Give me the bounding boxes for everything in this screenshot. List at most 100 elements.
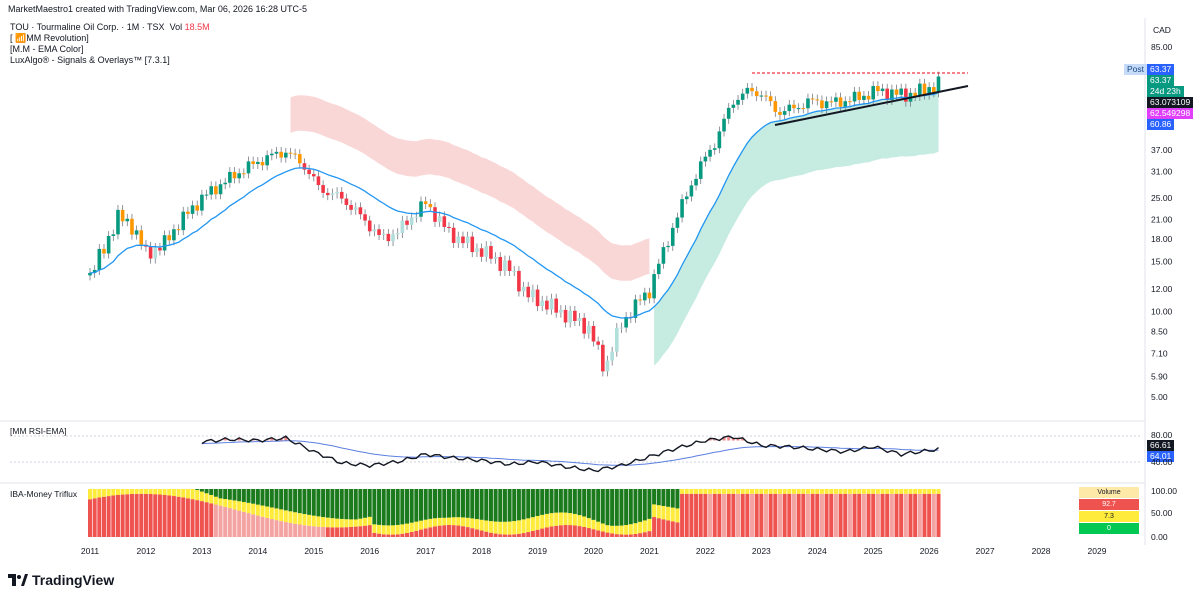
rsi-pane-label[interactable]: [MM RSI-EMA]: [10, 426, 67, 436]
flow-bar-yellow: [703, 489, 708, 494]
candle-body: [838, 97, 843, 107]
flow-bar-green: [675, 489, 680, 509]
candle-body: [391, 234, 395, 242]
flow-bar-yellow: [554, 512, 559, 526]
flow-bar-yellow: [633, 523, 638, 534]
flow-bar-green: [614, 489, 619, 526]
candle-body: [782, 111, 787, 115]
candle-body: [871, 86, 876, 100]
flow-bar-yellow: [195, 489, 200, 501]
flow-bar-yellow: [353, 519, 358, 527]
indicator-legend-3[interactable]: LuxAlgo® - Signals & Overlays™ [7.3.1]: [10, 55, 170, 65]
candle-body: [209, 186, 214, 195]
candle-body: [475, 248, 479, 253]
flow-bar-red: [512, 534, 517, 537]
flow-bar-green: [647, 489, 652, 519]
flow-bar-yellow: [241, 502, 246, 512]
candle-body: [148, 246, 153, 259]
price-tick-label: 37.00: [1151, 145, 1173, 155]
indicator-legend-1[interactable]: [ 📶MM Revolution]: [10, 33, 89, 43]
flow-bar-red: [563, 525, 568, 537]
candle-body: [405, 220, 409, 225]
tradingview-logo[interactable]: TradingView: [8, 572, 114, 588]
candle-body: [521, 286, 526, 292]
volume-box-red: 92.7: [1079, 499, 1139, 510]
flow-bar-red: [372, 532, 377, 537]
flow-tick-0: 0.00: [1151, 532, 1168, 542]
flow-bar-red: [829, 493, 834, 537]
flow-bar-yellow: [736, 489, 741, 494]
flow-bar-yellow: [204, 493, 209, 503]
indicator-legend-2[interactable]: [M.M - EMA Color]: [10, 44, 84, 54]
flow-bar-red: [880, 493, 885, 537]
flow-bar-yellow: [600, 523, 605, 532]
flow-bar-green: [544, 489, 549, 514]
year-tick-label: 2018: [472, 546, 491, 556]
flow-bar-yellow: [311, 515, 316, 527]
flow-bar-red: [917, 493, 922, 537]
candle-body: [675, 217, 680, 228]
flow-bar-yellow: [260, 505, 265, 517]
flow-bar-red: [526, 532, 531, 537]
flow-bar-red: [824, 493, 829, 537]
flow-bar-red: [852, 493, 857, 537]
flow-bar-yellow: [521, 519, 526, 534]
candle-body: [367, 220, 372, 232]
symbol-legend[interactable]: TOU · Tourmaline Oil Corp. · 1M · TSX Vo…: [10, 22, 210, 32]
candle-body: [479, 248, 484, 257]
flow-bar-yellow: [139, 489, 144, 494]
candle-body: [493, 257, 498, 259]
flow-bar-red: [861, 493, 866, 537]
flow-bar-yellow: [568, 513, 573, 526]
symbol-title: TOU · Tourmaline Oil Corp. · 1M · TSX: [10, 22, 165, 32]
flow-bar-yellow: [92, 489, 97, 499]
flow-bar-yellow: [274, 508, 279, 521]
flow-bar-red: [544, 527, 549, 537]
candle-body: [190, 205, 195, 214]
flow-bar-yellow: [101, 489, 106, 497]
flow-bar-yellow: [171, 489, 176, 497]
candle-body: [92, 269, 97, 273]
time-axis: 2011 2012 2013 2014 2015 2016 2017 2018 2019 2020…: [81, 546, 1107, 556]
flow-bar-red: [307, 525, 312, 537]
candle-body: [228, 171, 232, 183]
candle-body: [311, 174, 316, 177]
flow-bar-green: [246, 489, 251, 503]
candle-body: [736, 99, 740, 105]
candle-body: [773, 101, 778, 112]
price-tick-label: 10.00: [1151, 306, 1173, 316]
flow-bar-yellow: [656, 505, 661, 519]
flow-bar-yellow: [465, 517, 470, 528]
flow-bar-yellow: [908, 489, 913, 494]
price-tick-label: 15.00: [1151, 256, 1173, 266]
flow-bar-green: [516, 489, 521, 521]
candle-body: [624, 316, 628, 328]
flow-bar-yellow: [717, 489, 722, 494]
flow-bar-red: [591, 529, 596, 537]
candle-body: [559, 309, 563, 313]
money-flow-label[interactable]: IBA-Money Triflux: [10, 489, 78, 499]
candle-body: [260, 161, 265, 166]
flow-bar-yellow: [157, 489, 162, 495]
flow-bar-yellow: [628, 524, 633, 535]
flow-bar-green: [605, 489, 610, 526]
candle-body: [409, 217, 414, 225]
candle-body: [297, 154, 302, 164]
candle-body: [116, 209, 120, 235]
flow-bar-red: [143, 493, 148, 537]
candle-body: [834, 97, 838, 102]
flow-bar-green: [377, 489, 382, 525]
candle-body: [778, 111, 782, 115]
trend-line: [774, 85, 969, 126]
flow-bar-red: [157, 494, 162, 537]
flow-bar-yellow: [293, 512, 298, 524]
flow-bar-red: [502, 534, 507, 537]
candle-body: [591, 325, 596, 342]
flow-bar-red: [246, 513, 251, 537]
price-tick-label: 5.90: [1151, 372, 1168, 382]
flow-bar-red: [810, 493, 815, 537]
flow-bar-yellow: [927, 489, 932, 494]
flow-bar-yellow: [582, 516, 587, 527]
candle-body: [913, 92, 917, 96]
